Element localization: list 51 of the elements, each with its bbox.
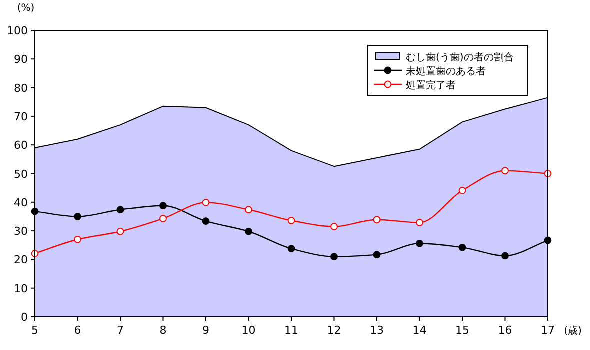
x-tick-label: 8 <box>160 324 167 337</box>
x-tick-label: 10 <box>242 324 256 337</box>
point <box>202 198 210 206</box>
point <box>416 219 424 226</box>
x-axis-title: (歳) <box>564 325 582 337</box>
y-tick-label: 0 <box>21 311 28 324</box>
point <box>416 240 424 248</box>
point <box>502 167 509 175</box>
point <box>202 218 210 226</box>
point <box>373 216 381 224</box>
x-tick-label: 14 <box>412 324 427 337</box>
point <box>458 244 466 252</box>
x-tick-label: 9 <box>202 324 210 337</box>
x-tick-label: 5 <box>32 324 38 337</box>
point <box>245 228 252 236</box>
y-axis-title: (%) <box>17 3 35 14</box>
point <box>288 245 296 253</box>
legend-label: 未処置歯のある者 <box>406 66 486 78</box>
x-tick-label: 13 <box>370 324 384 337</box>
y-tick-label: 50 <box>14 168 28 181</box>
y-tick-label: 100 <box>7 24 28 38</box>
point <box>330 223 338 230</box>
point <box>74 236 82 244</box>
x-tick-label: 11 <box>284 324 298 337</box>
point <box>160 215 167 222</box>
x-tick-label: 15 <box>456 324 470 337</box>
x-tick-label: 12 <box>327 324 342 337</box>
legend-label: 処置完了者 <box>406 80 456 92</box>
x-tick-label: 7 <box>117 324 124 337</box>
point <box>116 206 124 214</box>
y-tick-label: 70 <box>14 110 28 124</box>
y-tick-label: 20 <box>14 254 28 267</box>
x-tick-label: 6 <box>74 324 82 337</box>
point <box>458 186 466 194</box>
point <box>160 202 167 210</box>
y-tick-label: 90 <box>14 53 28 66</box>
point <box>330 253 338 261</box>
y-tick-label: 80 <box>14 82 28 95</box>
y-tick-label: 30 <box>14 225 28 238</box>
x-tick-label: 17 <box>541 324 555 337</box>
point <box>502 252 509 260</box>
point <box>288 217 296 224</box>
point <box>116 228 124 236</box>
legend-label: むし歯(う歯)の者の割合 <box>406 52 514 64</box>
point <box>373 251 381 259</box>
point <box>74 213 82 220</box>
y-tick-label: 10 <box>14 282 28 296</box>
y-tick-label: 60 <box>14 139 28 152</box>
x-tick-label: 16 <box>498 324 512 337</box>
y-tick-label: 40 <box>14 196 28 210</box>
point <box>245 206 252 214</box>
